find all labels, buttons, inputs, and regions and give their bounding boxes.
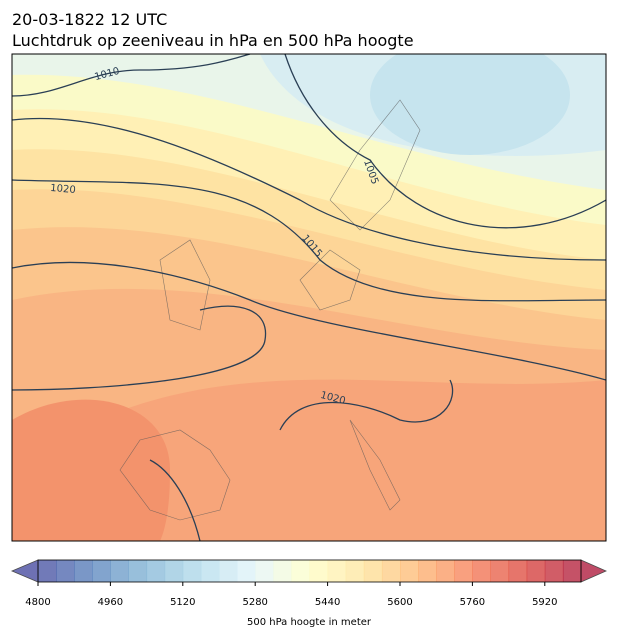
colorbar-tick-label: 4800 [25,597,50,608]
colorbar-segment [219,560,238,582]
colorbar-tick-label: 5120 [170,597,195,608]
colorbar-segment [74,560,93,582]
colorbar-segment [128,560,148,582]
map [12,54,606,541]
colorbar-segment [164,560,184,582]
colorbar-segment [56,560,75,582]
contour-label: 1020 [50,183,76,196]
colorbar-segment [363,560,383,582]
colorbar-segment [345,560,365,582]
colorbar-segment [291,560,310,582]
colorbar-segment [490,560,510,582]
colorbar-segment [381,560,401,582]
colorbar-tick-label: 5600 [387,597,412,608]
colorbar-segment [92,560,111,582]
colorbar-segment [273,560,292,582]
colorbar-segment [454,560,473,582]
colorbar-extend-low [10,559,39,583]
colorbar-extend-high [580,559,607,583]
colorbar-segment [110,560,129,582]
colorbar-segment [508,560,528,582]
colorbar-segment [418,560,437,582]
colorbar-segment [309,560,329,582]
date: 20-03-1822 12 UTC [12,10,167,29]
colorbar-segment [400,560,419,582]
colorbar-segment [182,560,202,582]
colorbar-tick-label: 5280 [242,597,267,608]
colorbar-frame [37,559,582,583]
colorbar-tick-label: 5920 [532,597,557,608]
colorbar-tick-label: 4960 [98,597,123,608]
colorbar-segment [255,560,274,582]
colorbar-segment [544,560,564,582]
colorbar-segment [472,560,491,582]
colorbar-tick-label: 5440 [315,597,340,608]
colorbar-segment [327,560,347,582]
colorbar-segment [38,560,57,582]
title: Luchtdruk op zeeniveau in hPa en 500 hPa… [12,31,414,50]
colorbar-segment [237,560,256,582]
colorbar-segment [562,560,582,582]
colorbar-tick-label: 5760 [460,597,485,608]
colorbar: 4800 4960 5120 5280 5440 5600 5760 5920 [10,559,607,608]
colorbar-label: 500 hPa hoogte in meter [247,617,372,628]
colorbar-segment [526,560,546,582]
colorbar-segment [200,560,220,582]
colorbar-segment [146,560,166,582]
colorbar-segment [436,560,455,582]
map-frame [11,53,607,542]
